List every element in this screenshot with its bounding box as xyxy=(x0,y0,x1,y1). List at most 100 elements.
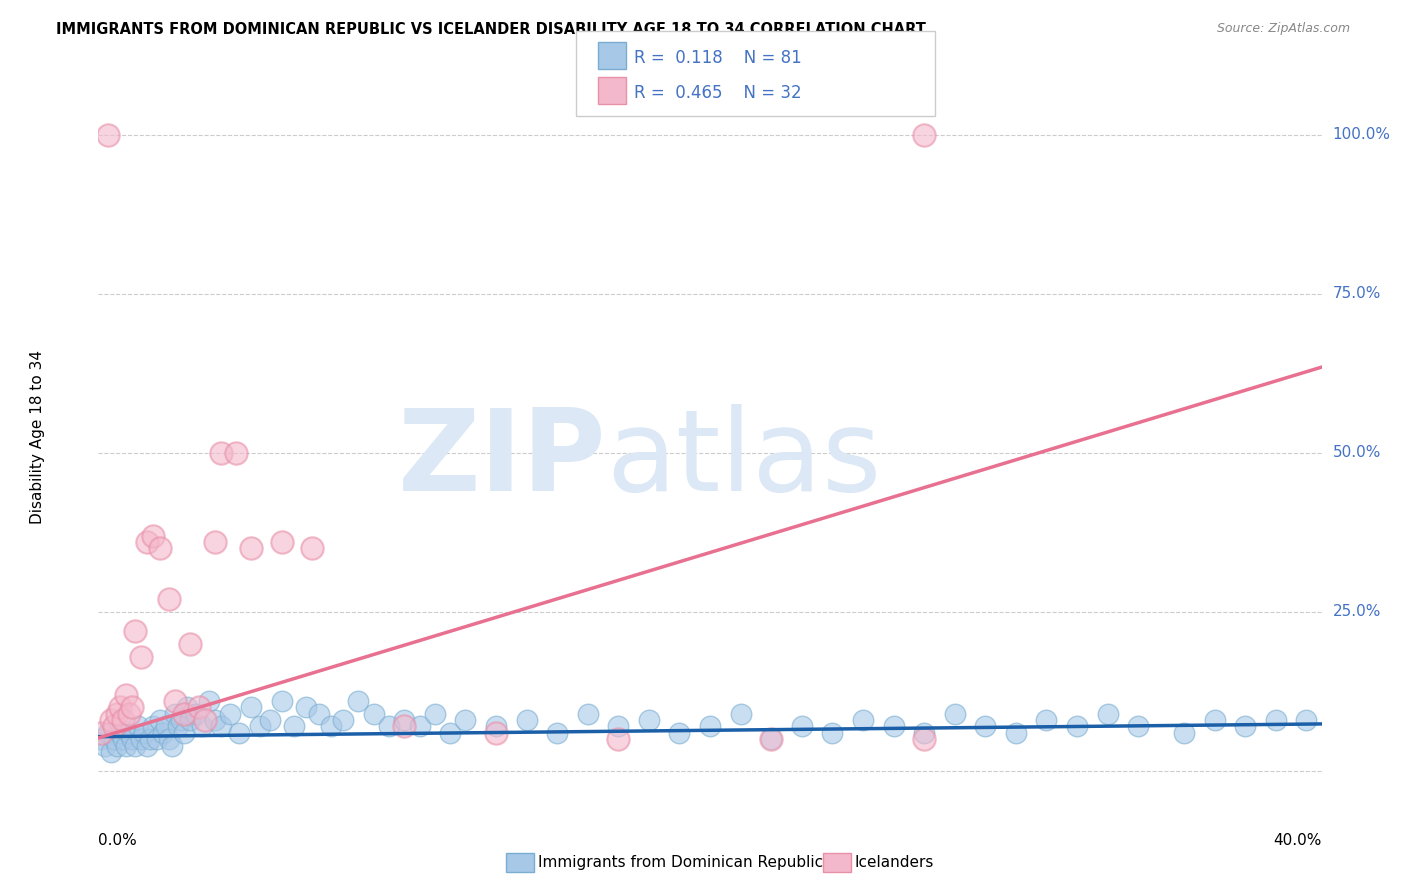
Point xyxy=(363,706,385,721)
Point xyxy=(912,726,935,740)
Point xyxy=(209,719,232,733)
Point xyxy=(173,706,195,721)
Point xyxy=(142,719,165,733)
Point xyxy=(97,128,120,142)
Point xyxy=(145,732,167,747)
Point xyxy=(883,719,905,733)
Text: Immigrants from Dominican Republic: Immigrants from Dominican Republic xyxy=(538,855,824,870)
Point xyxy=(1295,713,1317,727)
Point xyxy=(943,706,966,721)
Point xyxy=(103,732,125,747)
Point xyxy=(308,706,330,721)
Text: IMMIGRANTS FROM DOMINICAN REPUBLIC VS ICELANDER DISABILITY AGE 18 TO 34 CORRELAT: IMMIGRANTS FROM DOMINICAN REPUBLIC VS IC… xyxy=(56,22,927,37)
Point xyxy=(423,706,446,721)
Text: R =  0.118    N = 81: R = 0.118 N = 81 xyxy=(634,49,801,67)
Point xyxy=(163,706,186,721)
Text: 40.0%: 40.0% xyxy=(1274,833,1322,848)
Point xyxy=(204,535,226,549)
Point xyxy=(699,719,721,733)
Point xyxy=(1234,719,1257,733)
Point xyxy=(129,649,152,664)
Point xyxy=(209,446,232,460)
Point xyxy=(157,592,180,607)
Point xyxy=(730,706,752,721)
Point xyxy=(149,713,172,727)
Point xyxy=(790,719,813,733)
Point xyxy=(152,726,174,740)
Point xyxy=(127,719,149,733)
Point xyxy=(546,726,568,740)
Point xyxy=(105,739,128,753)
Point xyxy=(100,713,122,727)
Point xyxy=(912,732,935,747)
Point xyxy=(759,732,782,747)
Point xyxy=(295,700,318,714)
Point xyxy=(194,713,217,727)
Point xyxy=(974,719,997,733)
Point xyxy=(607,719,630,733)
Text: Disability Age 18 to 34: Disability Age 18 to 34 xyxy=(30,350,45,524)
Point xyxy=(111,713,134,727)
Text: atlas: atlas xyxy=(606,403,882,515)
Point xyxy=(121,732,143,747)
Point xyxy=(155,719,177,733)
Point xyxy=(1004,726,1026,740)
Point xyxy=(270,535,292,549)
Text: ZIP: ZIP xyxy=(398,403,606,515)
Point xyxy=(157,732,180,747)
Point xyxy=(668,726,690,740)
Text: 25.0%: 25.0% xyxy=(1333,605,1381,619)
Point xyxy=(100,745,122,759)
Point xyxy=(270,694,292,708)
Point xyxy=(852,713,875,727)
Text: Icelanders: Icelanders xyxy=(855,855,934,870)
Point xyxy=(1173,726,1195,740)
Point xyxy=(378,719,401,733)
Point xyxy=(149,541,172,556)
Point xyxy=(347,694,370,708)
Text: 50.0%: 50.0% xyxy=(1333,445,1381,460)
Text: 0.0%: 0.0% xyxy=(98,833,138,848)
Point xyxy=(1035,713,1057,727)
Point xyxy=(408,719,430,733)
Point xyxy=(283,719,305,733)
Point xyxy=(240,700,263,714)
Point xyxy=(319,719,342,733)
Point xyxy=(439,726,461,740)
Point xyxy=(576,706,599,721)
Point xyxy=(170,713,193,727)
Point xyxy=(142,529,165,543)
Point xyxy=(179,637,201,651)
Point xyxy=(134,726,156,740)
Point xyxy=(105,706,128,721)
Point xyxy=(179,713,201,727)
Point xyxy=(392,719,416,733)
Point xyxy=(115,688,138,702)
Point xyxy=(173,726,195,740)
Point xyxy=(1066,719,1088,733)
Point xyxy=(93,739,115,753)
Point xyxy=(259,713,281,727)
Point xyxy=(516,713,538,727)
Point xyxy=(1097,706,1119,721)
Point xyxy=(139,732,162,747)
Point xyxy=(249,719,271,733)
Point xyxy=(103,719,125,733)
Point xyxy=(485,719,508,733)
Point xyxy=(111,732,134,747)
Point xyxy=(912,128,935,142)
Point xyxy=(188,700,211,714)
Point xyxy=(129,732,152,747)
Point xyxy=(821,726,844,740)
Point xyxy=(163,694,186,708)
Text: R =  0.465    N = 32: R = 0.465 N = 32 xyxy=(634,84,801,102)
Point xyxy=(118,726,141,740)
Point xyxy=(160,739,183,753)
Point xyxy=(136,535,159,549)
Point xyxy=(121,700,143,714)
Point xyxy=(219,706,242,721)
Text: 75.0%: 75.0% xyxy=(1333,286,1381,301)
Point xyxy=(637,713,661,727)
Point xyxy=(167,719,190,733)
Point xyxy=(97,726,120,740)
